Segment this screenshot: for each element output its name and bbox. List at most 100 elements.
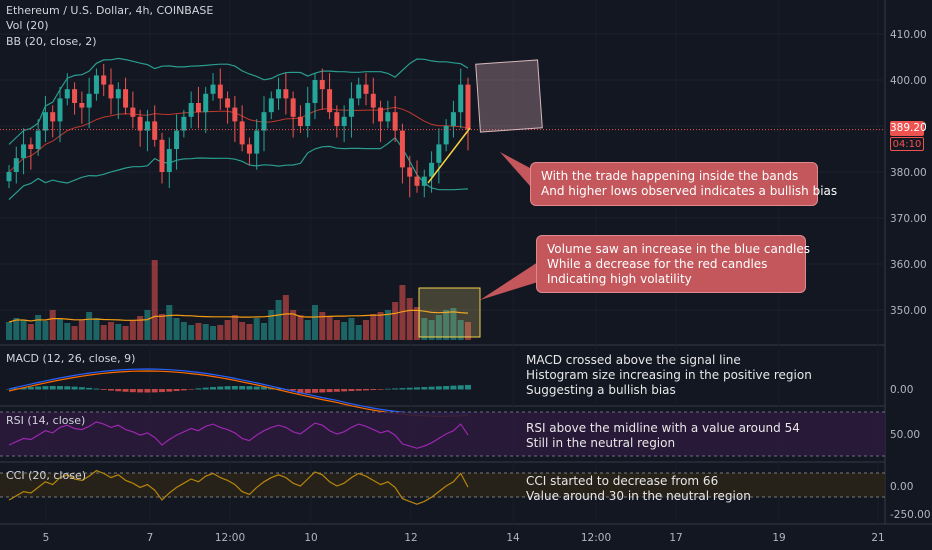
macd-histogram-bar (202, 387, 209, 390)
volume-bar (450, 308, 457, 340)
candle-body (421, 176, 427, 186)
cci-indicator-label[interactable]: CCI (20, close) (6, 469, 87, 482)
candle-body (72, 89, 78, 103)
candle-body (297, 116, 303, 126)
candle-body (174, 130, 180, 149)
volume-bar (435, 315, 442, 340)
bb-callout-pointer (500, 152, 530, 186)
volume-bar (348, 318, 355, 340)
macd-histogram-bar (122, 389, 129, 392)
volume-bar (275, 300, 282, 340)
cci-note: CCI started to decrease from 66 Value ar… (526, 474, 751, 504)
cci-note-line: Value around 30 in the neutral region (526, 489, 751, 503)
macd-histogram-bar (210, 387, 216, 390)
macd-histogram-bar (370, 389, 377, 390)
candle-body (21, 144, 27, 159)
macd-histogram-bar (64, 386, 71, 390)
candle-body (101, 75, 107, 85)
volume-bar (414, 307, 420, 340)
candle-body (188, 103, 194, 117)
macd-histogram-bar (414, 387, 420, 390)
rsi-note-line: RSI above the midline with a value aroun… (526, 421, 800, 435)
candle-body (458, 84, 464, 113)
volume-bar (341, 322, 348, 340)
macd-histogram-bar (348, 389, 355, 392)
volume-bar (443, 310, 450, 340)
symbol-title: Ethereum / U.S. Dollar, 4h, COINBASE (6, 4, 214, 17)
macd-histogram-bar (384, 388, 391, 390)
candle-body (334, 112, 340, 126)
time-tick-label: 12:00 (215, 532, 245, 544)
volume-bar (231, 315, 238, 340)
macd-signal-line (8, 370, 469, 417)
candle-body (341, 116, 347, 126)
macd-histogram-bar (6, 389, 12, 390)
candle-body (181, 116, 187, 131)
macd-histogram-bar (246, 386, 253, 390)
candle-body (370, 93, 376, 108)
macd-histogram-bar (443, 386, 450, 390)
candle-body (108, 84, 114, 99)
price-tick-label: 350.00 (890, 305, 927, 317)
macd-note-line: Histogram size increasing in the positiv… (526, 368, 812, 382)
cci-line (8, 469, 469, 505)
rsi-indicator-label[interactable]: RSI (14, close) (6, 414, 86, 427)
candle-body (356, 84, 362, 99)
candle-body (13, 158, 19, 172)
candle-body (225, 98, 231, 108)
candle-body (130, 107, 136, 117)
vol-note-line: While a decrease for the red candles (547, 257, 768, 271)
cci-band-fill (0, 473, 885, 497)
time-tick-label: 12 (404, 532, 417, 544)
vol-indicator-label[interactable]: Vol (20) (6, 19, 49, 32)
candle-body (407, 167, 413, 177)
candle-body (93, 75, 99, 94)
bb-callout: With the trade happening inside the band… (530, 162, 837, 206)
volume-bar (457, 320, 464, 340)
candle-body (79, 103, 85, 108)
bb-lower-band (8, 136, 469, 201)
volume-bar (253, 318, 260, 340)
macd-histogram-bar (100, 389, 107, 390)
candle-body (86, 93, 92, 108)
bb-upper-band (8, 57, 469, 145)
time-tick-label: 10 (304, 532, 317, 544)
macd-histogram-bar (304, 389, 311, 394)
macd-histogram-bar (428, 386, 435, 390)
time-tick-label: 5 (43, 532, 50, 544)
candle-body (28, 144, 34, 149)
time-tick-label: 19 (772, 532, 785, 544)
volume-bar (151, 260, 158, 340)
macd-histogram-bar (377, 389, 384, 390)
volume-bar (428, 320, 435, 340)
bb-indicator-label[interactable]: BB (20, close, 2) (6, 35, 97, 48)
volume-bar (406, 298, 413, 340)
volume-bar (49, 310, 56, 340)
volume-bar (78, 320, 85, 340)
macd-note: MACD crossed above the signal line Histo… (526, 353, 812, 398)
macd-histogram-bar (355, 389, 362, 391)
macd-tick-label: 0.00 (890, 384, 913, 396)
volume-bar (64, 323, 71, 340)
macd-histogram-bar (239, 386, 246, 390)
macd-histogram-bar (312, 389, 318, 393)
macd-histogram-bar (457, 385, 464, 390)
macd-histogram-bar (78, 387, 85, 390)
volume-bar (370, 314, 377, 340)
vol-note-line: Indicating high volatility (547, 272, 692, 286)
macd-histogram-bar (188, 389, 195, 390)
macd-histogram-bar (421, 387, 428, 390)
volume-ma-line (8, 309, 469, 323)
volume-bar (115, 324, 122, 340)
volume-bar (210, 326, 216, 340)
macd-indicator-label[interactable]: MACD (12, 26, close, 9) (6, 352, 136, 365)
volume-bar (35, 315, 42, 340)
macd-histogram-bar (151, 389, 158, 393)
candle-body (290, 98, 296, 117)
macd-histogram-bar (465, 384, 471, 390)
candle-body (195, 103, 201, 113)
macd-histogram-bar (27, 386, 34, 390)
rsi-note-line: Still in the neutral region (526, 436, 676, 450)
volume-bar (224, 320, 231, 340)
